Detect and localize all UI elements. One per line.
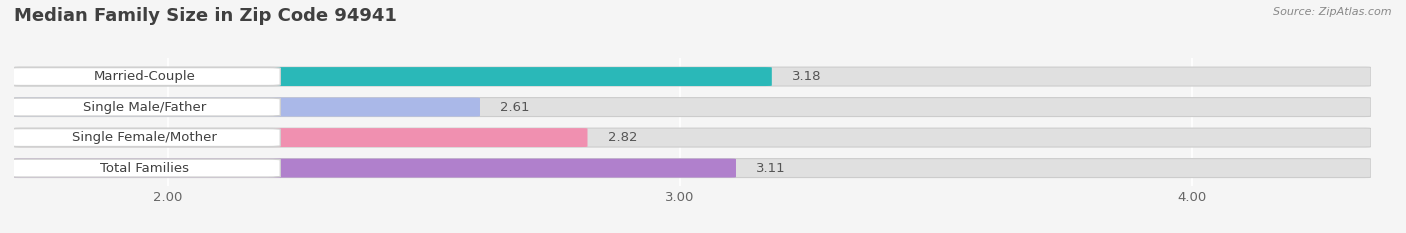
FancyBboxPatch shape (14, 98, 1371, 116)
FancyBboxPatch shape (14, 159, 735, 178)
FancyBboxPatch shape (14, 98, 479, 116)
Text: Total Families: Total Families (100, 162, 190, 175)
Text: 2.61: 2.61 (501, 101, 530, 113)
Text: Median Family Size in Zip Code 94941: Median Family Size in Zip Code 94941 (14, 7, 396, 25)
Text: Single Female/Mother: Single Female/Mother (72, 131, 217, 144)
Text: 3.18: 3.18 (793, 70, 821, 83)
FancyBboxPatch shape (8, 159, 280, 177)
FancyBboxPatch shape (8, 129, 280, 147)
Text: 3.11: 3.11 (756, 162, 786, 175)
FancyBboxPatch shape (14, 128, 588, 147)
FancyBboxPatch shape (14, 128, 1371, 147)
Text: Married-Couple: Married-Couple (94, 70, 195, 83)
FancyBboxPatch shape (14, 67, 772, 86)
FancyBboxPatch shape (8, 98, 280, 116)
FancyBboxPatch shape (8, 68, 280, 86)
Text: 2.82: 2.82 (607, 131, 637, 144)
Text: Source: ZipAtlas.com: Source: ZipAtlas.com (1274, 7, 1392, 17)
Text: Single Male/Father: Single Male/Father (83, 101, 207, 113)
FancyBboxPatch shape (14, 159, 1371, 178)
FancyBboxPatch shape (14, 67, 1371, 86)
